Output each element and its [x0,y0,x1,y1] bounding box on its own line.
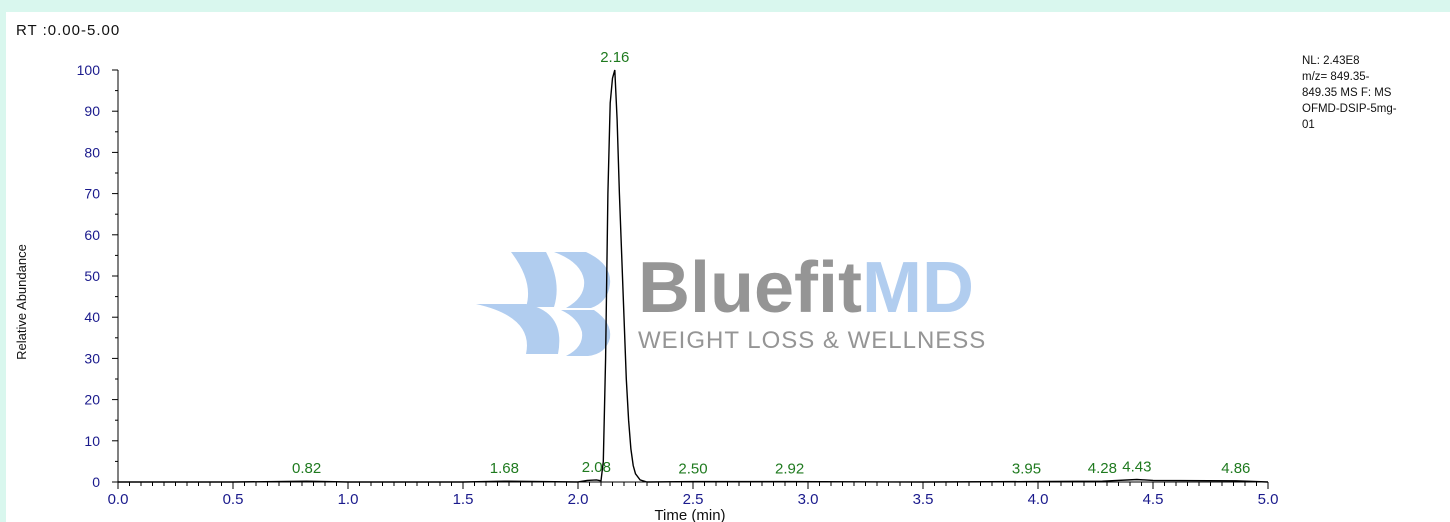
y-tick-label: 60 [84,227,100,243]
x-tick-label: 4.5 [1143,491,1164,508]
y-tick-label: 80 [84,144,100,160]
rt-range-label: RT :0.00-5.00 [16,22,121,39]
y-tick-label: 70 [84,186,100,202]
x-tick-label: 3.0 [798,491,819,508]
y-axis-title: Relative Abundance [14,244,29,360]
axes: 0 10 20 30 40 50 60 70 80 90 100 0.0 0.5 1.0 1.5 2.0 2.… [77,62,1279,508]
x-tick-label: 1.5 [453,491,474,508]
x-tick-label: 4.0 [1028,491,1049,508]
peak-label: 4.86 [1221,460,1250,477]
peak-label: 4.28 [1088,460,1117,477]
y-tick-label: 0 [92,474,100,490]
x-tick-label: 3.5 [913,491,934,508]
peak-label: 4.43 [1122,459,1151,476]
chromatogram-trace [118,69,1269,483]
y-tick-label: 20 [84,392,100,408]
watermark-brand: BluefitMD [638,248,974,328]
x-axis-ticks: 0.0 0.5 1.0 1.5 2.0 2.5 3.0 3.5 4.0 4.5 5.0 [108,482,1279,508]
x-tick-label: 2.5 [683,491,704,508]
info-line-mz: m/z= 849.35- [1302,71,1370,83]
chromatogram-chart: BluefitMD WEIGHT LOSS & WELLNESS 0 10 20 30… [14,49,1279,522]
chromatogram-panel: RT :0.00-5.00 BluefitMD WEIGHT LOSS & WE… [6,12,1450,522]
y-tick-label: 100 [77,62,101,78]
x-tick-label: 1.0 [338,491,359,508]
info-line-nl: NL: 2.43E8 [1302,55,1360,67]
peak-label: 2.16 [600,49,629,66]
peak-label: 0.82 [292,460,321,477]
x-axis-title: Time (min) [654,507,725,522]
watermark-brand-part1: Bluefit [638,248,862,328]
bluefitmd-logo-mark [476,252,611,356]
info-line-sample: OFMD-DSIP-5mg- [1302,103,1397,115]
y-tick-label: 40 [84,309,100,325]
scan-info-box: NL: 2.43E8 m/z= 849.35- 849.35 MS F: MS … [1302,53,1450,133]
peak-labels: 0.82 1.68 2.08 2.16 2.50 2.92 3.95 4.28 4.43 4.86 [292,49,1250,478]
x-tick-label: 5.0 [1258,491,1279,508]
info-line-sample-suffix: 01 [1302,119,1315,131]
x-tick-label: 2.0 [568,491,589,508]
y-tick-label: 50 [84,268,100,284]
peak-label: 2.08 [582,459,611,476]
watermark-brand-part2: MD [862,248,974,328]
x-tick-label: 0.5 [223,491,244,508]
bluefitmd-watermark: BluefitMD WEIGHT LOSS & WELLNESS [476,248,986,356]
peak-label: 3.95 [1012,461,1041,478]
y-tick-label: 90 [84,103,100,119]
peak-label: 2.92 [775,461,804,478]
y-tick-label: 10 [84,433,100,449]
info-line-filter: 849.35 MS F: MS [1302,87,1392,99]
y-axis-ticks: 0 10 20 30 40 50 60 70 80 90 100 [77,62,118,490]
watermark-tagline: WEIGHT LOSS & WELLNESS [638,327,986,354]
peak-label: 1.68 [490,460,519,477]
x-tick-label: 0.0 [108,491,129,508]
peak-label: 2.50 [678,461,707,478]
y-tick-label: 30 [84,350,100,366]
